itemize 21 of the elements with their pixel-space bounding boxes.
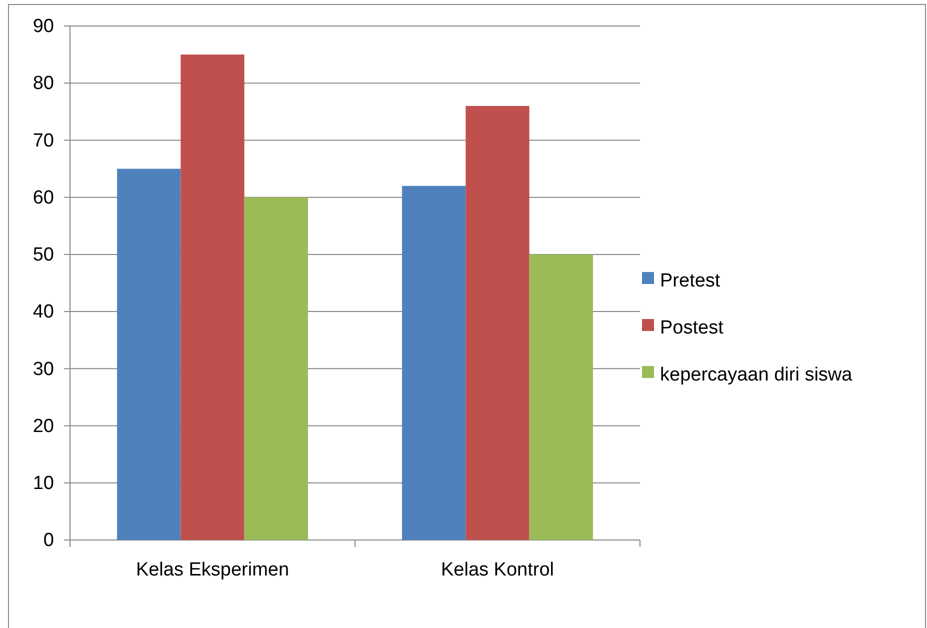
legend-label: Postest xyxy=(660,318,724,339)
y-tick-label: 90 xyxy=(32,16,54,38)
bar xyxy=(402,186,466,540)
bar xyxy=(529,254,593,540)
y-tick-label: 40 xyxy=(32,302,54,323)
y-tick-label: 70 xyxy=(32,130,54,152)
bar xyxy=(180,54,244,540)
x-tick-label: Kelas Eksperimen xyxy=(136,559,290,580)
y-tick-label: 0 xyxy=(43,530,54,552)
y-tick-label: 60 xyxy=(32,187,54,208)
bar xyxy=(117,168,181,540)
y-tick-label: 20 xyxy=(32,416,54,437)
y-tick-label: 10 xyxy=(32,472,54,494)
y-tick-label: 50 xyxy=(32,244,54,266)
x-tick-label: Kelas Kontrol xyxy=(440,559,554,580)
legend-label: kepercayaan diri siswa xyxy=(660,364,853,386)
y-tick-label: 30 xyxy=(32,358,54,380)
bar xyxy=(466,106,530,540)
legend-label: Pretest xyxy=(660,270,721,292)
bar xyxy=(244,197,308,540)
y-tick-label: 80 xyxy=(32,73,54,94)
